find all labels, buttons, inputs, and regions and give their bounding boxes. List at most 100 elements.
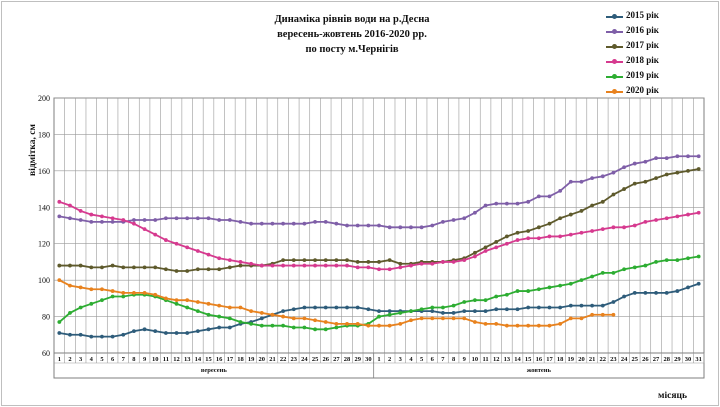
data-point: [686, 285, 690, 290]
data-point: [611, 300, 616, 304]
data-point: [590, 203, 595, 208]
data-point: [291, 258, 296, 263]
data-point: [483, 245, 488, 250]
legend-label: 2015 рік: [626, 10, 659, 20]
data-point: [355, 321, 360, 326]
chart-title-line-1: Динаміка рівнів води на р.Десна: [274, 14, 430, 25]
data-point: [377, 309, 381, 314]
data-point: [398, 311, 403, 315]
data-point: [366, 265, 371, 270]
data-point: [195, 309, 200, 314]
y-tick-label: 80: [42, 313, 50, 322]
data-point: [185, 216, 190, 221]
data-point: [622, 225, 626, 230]
data-point: [281, 309, 285, 314]
data-point: [473, 210, 477, 215]
data-point: [377, 314, 381, 319]
data-point: [302, 316, 307, 321]
data-point: [590, 176, 595, 181]
x-tick-label: 6: [431, 356, 435, 363]
data-point: [270, 312, 275, 317]
data-point: [590, 303, 595, 308]
legend-marker: [612, 59, 617, 64]
data-point: [441, 219, 445, 224]
data-point: [515, 323, 520, 328]
data-point: [217, 303, 222, 308]
data-point: [110, 216, 115, 221]
data-point: [536, 287, 541, 292]
data-point: [281, 323, 285, 328]
x-tick-label: 7: [441, 356, 445, 363]
data-point: [462, 309, 467, 314]
data-point: [568, 316, 573, 321]
data-point: [494, 245, 499, 250]
data-point: [142, 227, 147, 232]
data-point: [504, 292, 509, 297]
data-point: [515, 201, 520, 206]
data-point: [323, 320, 328, 324]
data-point: [526, 289, 531, 293]
x-tick-label: 21: [269, 356, 276, 363]
legend-label: 2020 рік: [626, 85, 659, 95]
x-tick-label: 30: [685, 356, 692, 363]
x-tick-label: 19: [568, 356, 575, 363]
data-point: [451, 316, 456, 321]
data-point: [334, 221, 339, 226]
data-point: [323, 263, 328, 268]
data-point: [558, 283, 563, 288]
data-point: [153, 218, 158, 222]
x-tick-label: 9: [143, 356, 147, 363]
data-point: [238, 305, 243, 310]
x-tick-label: 11: [482, 356, 488, 363]
x-tick-label: 29: [354, 356, 361, 363]
data-point: [195, 249, 200, 253]
data-point: [57, 263, 62, 268]
data-point: [270, 323, 275, 328]
data-point: [153, 232, 158, 237]
data-point: [249, 221, 254, 226]
data-point: [132, 221, 136, 226]
data-point: [686, 212, 690, 217]
x-tick-label: 5: [420, 356, 424, 363]
x-tick-label: 7: [122, 356, 126, 363]
data-point: [473, 320, 477, 324]
data-point: [217, 267, 222, 272]
data-point: [686, 256, 690, 261]
data-point: [409, 263, 413, 268]
data-point: [100, 214, 104, 219]
legend-marker: [612, 14, 617, 19]
data-point: [600, 174, 605, 179]
data-point: [643, 179, 648, 184]
data-point: [675, 154, 680, 159]
month-label: вересень: [201, 367, 228, 374]
legend-marker: [612, 44, 617, 49]
data-point: [387, 312, 392, 317]
data-point: [195, 329, 200, 334]
series-line: [59, 155, 699, 229]
legend-marker: [612, 29, 617, 34]
data-point: [654, 290, 658, 295]
data-point: [387, 309, 392, 314]
data-point: [547, 234, 552, 239]
chart-title-line-3: по посту м.Чернігів: [305, 44, 399, 55]
data-point: [643, 219, 648, 224]
data-point: [473, 298, 477, 303]
data-point: [174, 298, 179, 303]
x-tick-label: 10: [152, 356, 159, 363]
data-point: [100, 334, 104, 339]
x-tick-label: 2: [388, 356, 391, 363]
legend-entry: 2015 рік: [606, 10, 706, 24]
data-point: [323, 219, 328, 224]
data-point: [78, 263, 83, 268]
data-point: [142, 327, 147, 332]
data-point: [451, 303, 456, 308]
data-point: [68, 332, 72, 337]
data-point: [110, 263, 115, 268]
data-point: [675, 289, 680, 293]
x-tick-label: 20: [578, 356, 585, 363]
data-point: [547, 285, 552, 290]
data-point: [100, 219, 104, 224]
data-point: [611, 170, 616, 175]
data-point: [313, 305, 317, 310]
x-tick-label: 14: [514, 356, 521, 363]
